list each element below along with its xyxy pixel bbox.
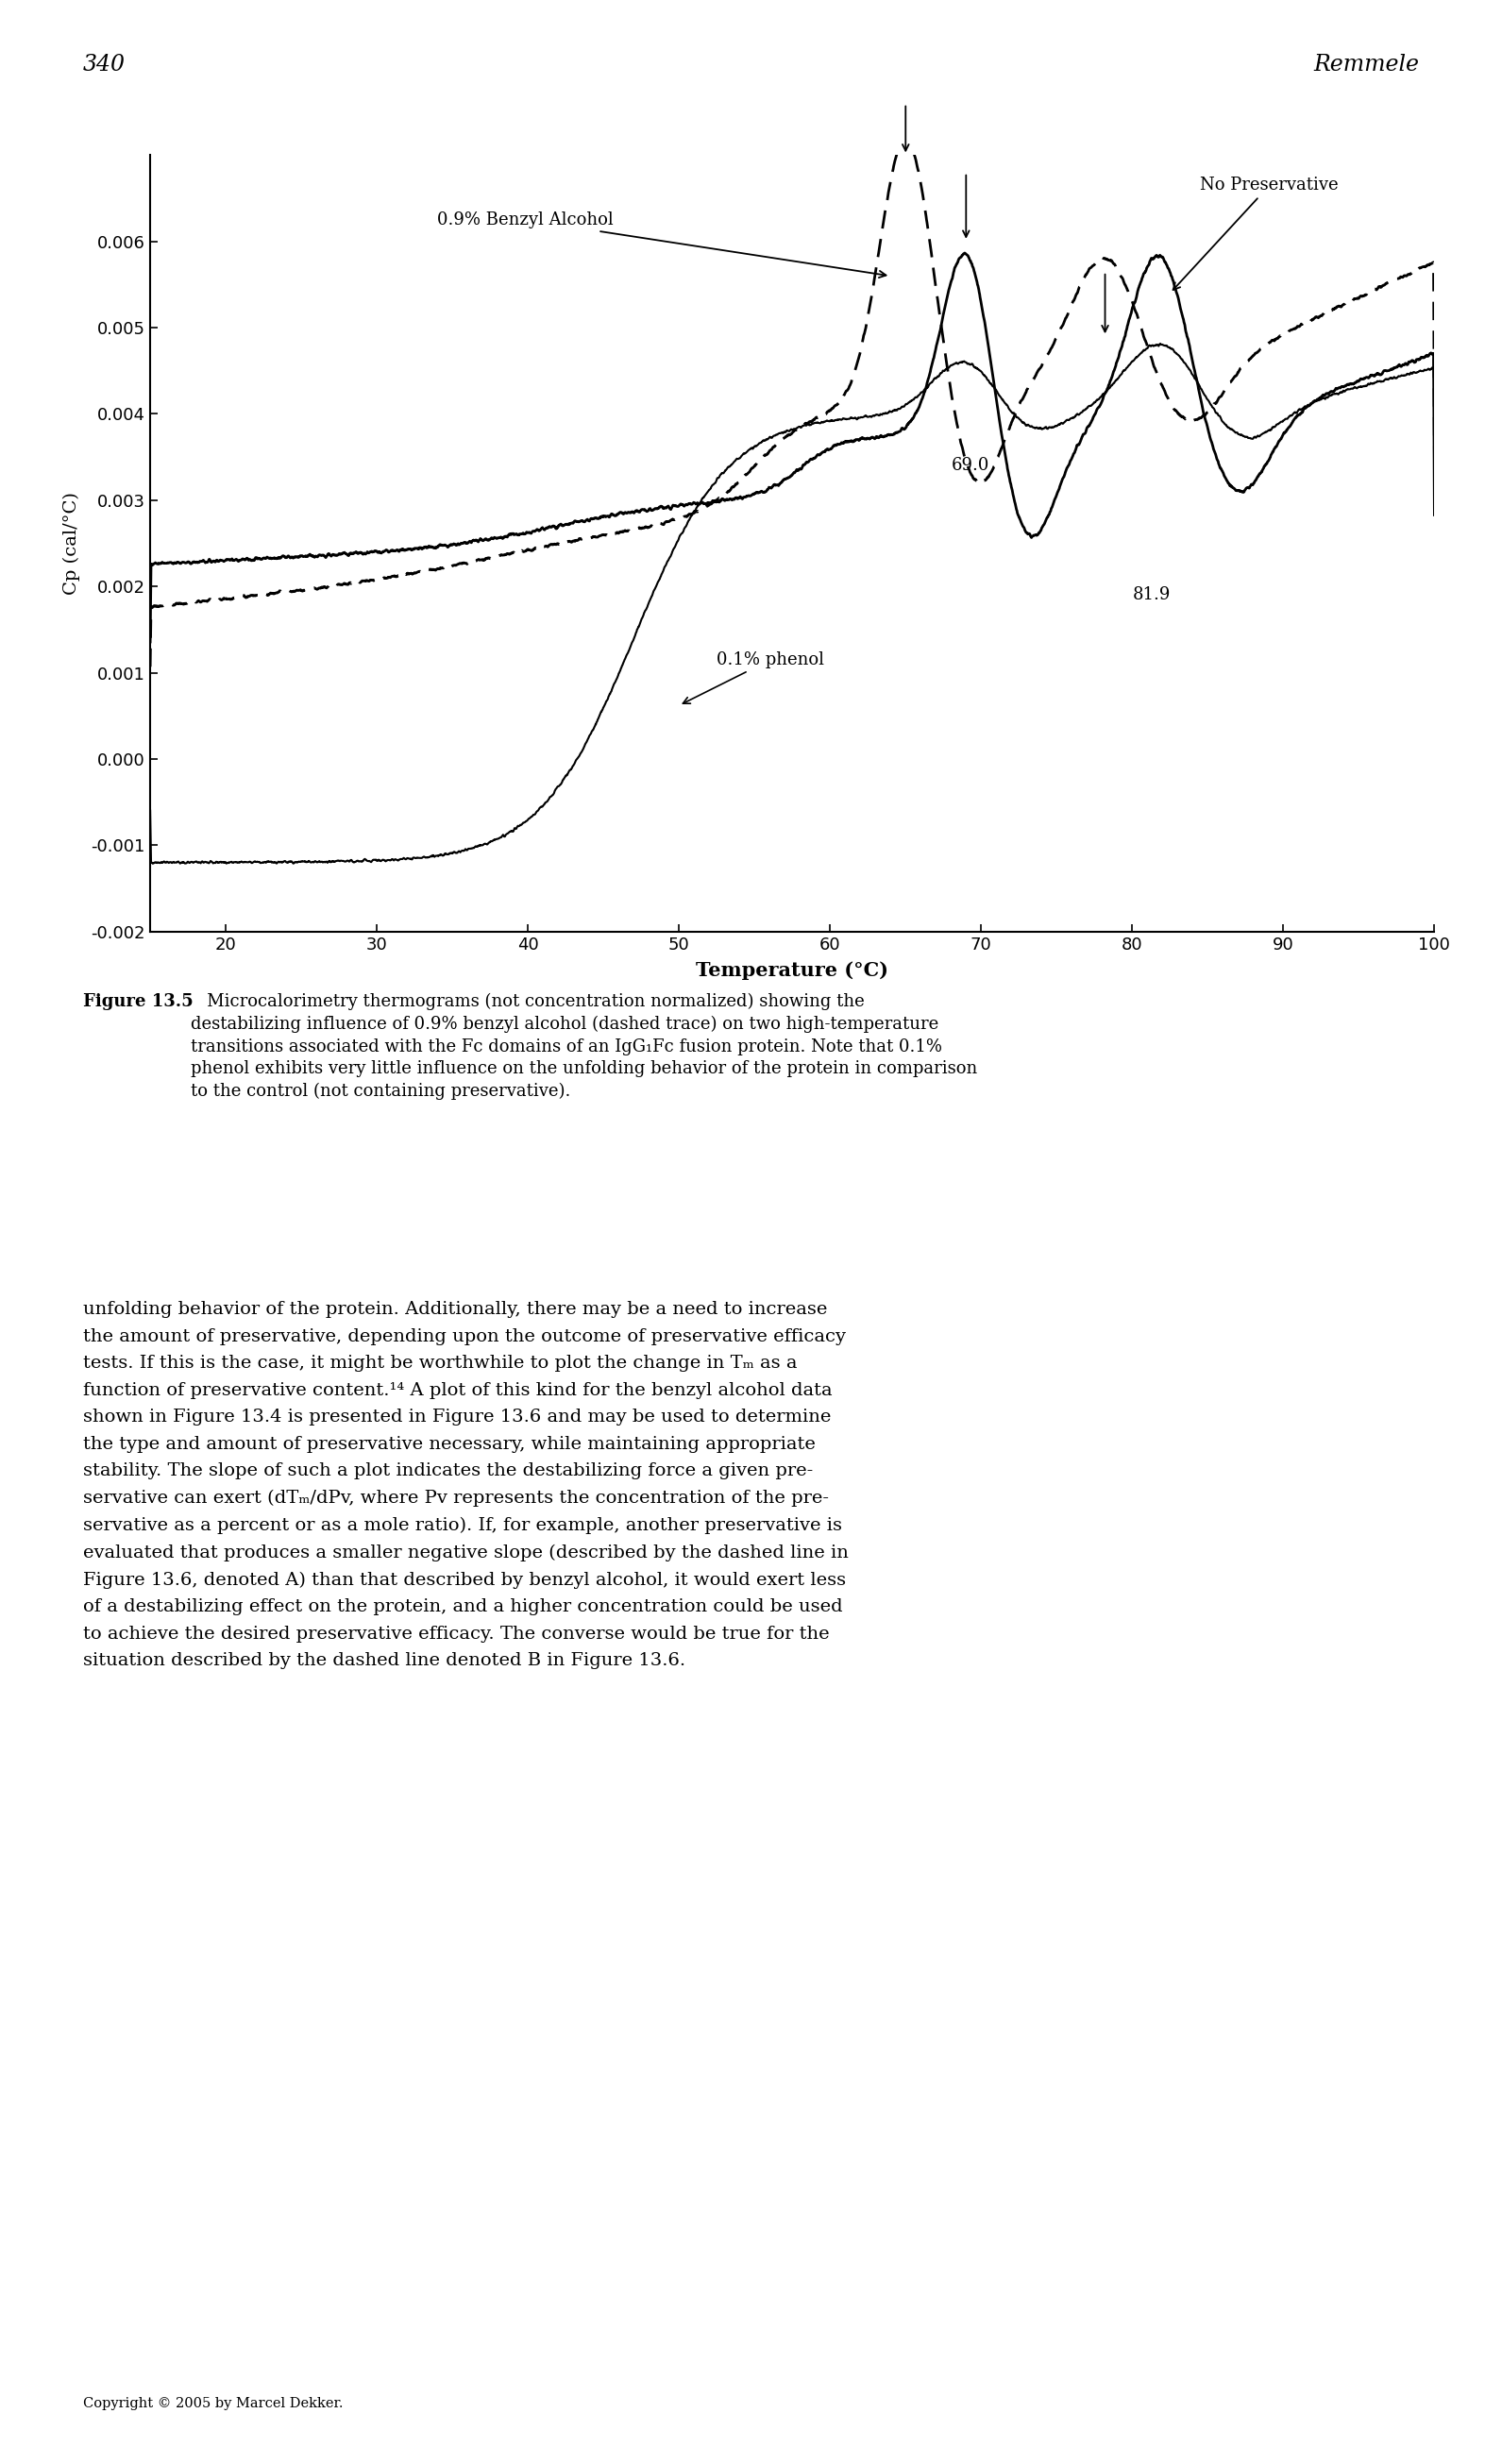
Text: Microcalorimetry thermograms (not concentration normalized) showing the
destabil: Microcalorimetry thermograms (not concen… [191, 993, 978, 1099]
Y-axis label: Cp (cal/°C): Cp (cal/°C) [63, 493, 80, 594]
Text: 0.9% Benzyl Alcohol: 0.9% Benzyl Alcohol [437, 212, 886, 278]
Text: Figure 13.5: Figure 13.5 [83, 993, 192, 1010]
Text: No Preservative: No Preservative [1173, 177, 1338, 291]
Text: 81.9: 81.9 [1133, 586, 1170, 604]
X-axis label: Temperature (°C): Temperature (°C) [695, 961, 889, 981]
Text: unfolding behavior of the protein. Additionally, there may be a need to increase: unfolding behavior of the protein. Addit… [83, 1301, 849, 1671]
Text: Copyright © 2005 by Marcel Dekker.: Copyright © 2005 by Marcel Dekker. [83, 2397, 342, 2410]
Text: Remmele: Remmele [1314, 54, 1419, 76]
Text: 340: 340 [83, 54, 125, 76]
Text: 69.0: 69.0 [951, 456, 988, 473]
Text: 0.1% phenol: 0.1% phenol [683, 650, 825, 705]
